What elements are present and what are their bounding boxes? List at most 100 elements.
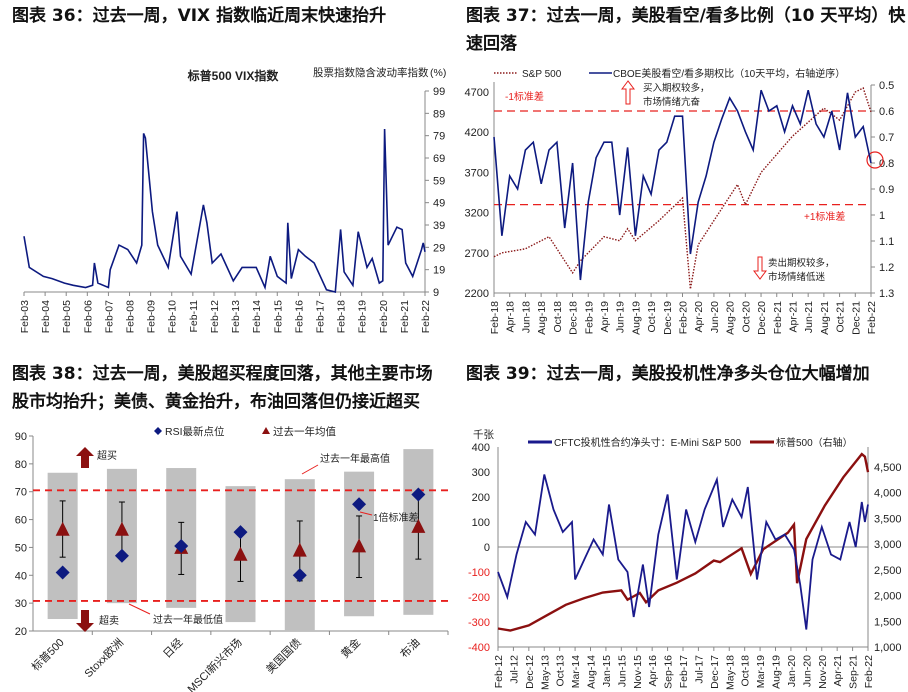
right-tick-label: 0.6 — [879, 106, 894, 118]
rsi-latest-marker — [174, 539, 189, 554]
x-tick-label: Jan-20 — [786, 655, 798, 687]
left-tick-label: -100 — [468, 567, 490, 579]
right-tick-label: 2,000 — [874, 591, 902, 603]
category-label: 日经 — [161, 636, 186, 661]
right-tick-label: 3,500 — [874, 513, 902, 525]
x-tick-label: Dec-20 — [756, 301, 768, 335]
x-tick-label: Feb-15 — [272, 300, 284, 333]
category-label: 黄金 — [338, 635, 363, 660]
right-tick-label: 1.2 — [879, 262, 894, 274]
x-tick-label: Oct-21 — [835, 301, 847, 333]
left-tick-label: 4200 — [465, 127, 489, 139]
x-tick-label: Apr-20 — [693, 301, 705, 333]
annotation-down-1: 卖出期权较多， — [768, 257, 835, 269]
x-tick-label: Dec-18 — [568, 301, 580, 335]
x-tick-label: Apr-18 — [505, 301, 517, 333]
legend-putcall-label: CBOE美股看空/看多期权比（10天平均，右轴逆序） — [613, 67, 845, 80]
overbought-label: 超买 — [97, 449, 117, 462]
x-tick-label: Aug-14 — [586, 655, 598, 689]
y-tick-label: 99 — [433, 86, 445, 98]
year-mean-marker — [233, 546, 248, 561]
x-tick-label: Feb-07 — [103, 300, 115, 333]
chart36-y-label: 股票指数隐含波动率指数 — [313, 66, 429, 79]
y-tick-label: 69 — [433, 153, 445, 165]
year-max-pointer — [301, 464, 319, 475]
left-tick-label: -300 — [468, 617, 490, 629]
x-tick-label: Feb-04 — [40, 300, 52, 333]
rsi-latest-marker — [233, 525, 248, 540]
x-tick-label: Oct-18 — [740, 655, 752, 687]
y-tick-label: 59 — [433, 175, 445, 187]
x-tick-label: Aug-18 — [536, 301, 548, 335]
x-tick-label: Feb-17 — [314, 300, 326, 333]
x-tick-label: Feb-09 — [146, 300, 158, 333]
legend-mean-swatch — [262, 427, 270, 434]
y-tick-label: 30 — [15, 598, 27, 610]
right-tick-label: 4,000 — [874, 488, 902, 500]
y-tick-label: 60 — [15, 515, 27, 527]
x-tick-label: Oct-18 — [552, 301, 564, 333]
x-tick-label: Jun-15 — [616, 655, 628, 687]
year-mean-marker — [55, 521, 70, 536]
x-tick-label: Feb-18 — [336, 300, 348, 333]
x-tick-label: May-18 — [724, 655, 736, 690]
legend-sp500-label: S&P 500 — [522, 69, 562, 80]
annotation-up-2: 市场情绪亢奋 — [643, 96, 701, 108]
category-label: Stoxx欧洲 — [82, 636, 126, 680]
x-tick-label: Jun-19 — [615, 301, 627, 333]
x-tick-label: Feb-03 — [19, 300, 31, 333]
y-tick-label: 80 — [15, 459, 27, 471]
x-tick-label: Dec-19 — [662, 301, 674, 335]
chart39-title: 图表 39：过去一周，美股投机性净多头仓位大幅增加 — [466, 364, 870, 384]
rsi-latest-marker — [292, 568, 307, 583]
overbought-arrow-icon — [76, 447, 94, 468]
down-arrow-icon — [753, 256, 767, 280]
sp500-line — [493, 87, 872, 290]
x-tick-label: Jun-20 — [801, 655, 813, 687]
year-mean-marker — [352, 538, 367, 553]
rsi-latest-marker — [352, 497, 367, 512]
x-tick-label: Feb-17 — [678, 655, 690, 688]
annotation-down-2: 市场情绪低迷 — [768, 271, 826, 283]
x-tick-label: Feb-10 — [167, 300, 179, 333]
x-tick-label: Dec-17 — [709, 655, 721, 689]
left-tick-label: 2200 — [465, 288, 489, 300]
y-tick-label: 29 — [433, 242, 445, 254]
x-tick-label: Sep-21 — [848, 655, 860, 689]
x-tick-label: Feb-21 — [772, 301, 784, 334]
sp500-line — [497, 452, 870, 632]
left-tick-label: 3700 — [465, 167, 489, 179]
x-tick-label: Jul-17 — [693, 655, 705, 684]
plus1sd-label: +1标准差 — [804, 210, 845, 223]
x-tick-label: Apr-21 — [787, 301, 799, 333]
x-tick-label: Oct-19 — [646, 301, 658, 333]
x-tick-label: Feb-12 — [493, 655, 505, 688]
x-tick-label: Aug-21 — [819, 301, 831, 335]
category-label: 美国国债 — [263, 635, 304, 676]
x-tick-label: Feb-05 — [61, 300, 73, 333]
right-tick-label: 4,500 — [874, 462, 902, 474]
year-max-label: 过去一年最高值 — [320, 452, 390, 465]
chart38-title-line2: 股市均抬升；美债、黄金抬升，布油回落但仍接近超买 — [12, 392, 420, 412]
rsi-latest-marker — [114, 548, 129, 563]
x-tick-label: Feb-06 — [82, 300, 94, 333]
year-mean-marker — [411, 518, 426, 533]
right-tick-label: 0.5 — [879, 80, 894, 92]
x-tick-label: Apr-21 — [832, 655, 844, 687]
chart36-plot-title: 标普500 VIX指数 — [187, 68, 280, 83]
left-tick-label: 100 — [472, 517, 490, 529]
x-tick-label: Jun-21 — [803, 301, 815, 333]
vix-line — [23, 128, 426, 294]
x-tick-label: Feb-14 — [251, 300, 263, 333]
x-tick-label: Feb-20 — [678, 301, 690, 334]
right-tick-label: 1.3 — [879, 288, 894, 300]
right-tick-label: 1,000 — [874, 642, 902, 654]
left-tick-label: 300 — [472, 467, 490, 479]
x-tick-label: Jun-18 — [520, 301, 532, 333]
right-tick-label: 1 — [879, 210, 885, 222]
y-tick-label: 49 — [433, 198, 445, 210]
y-tick-label: 9 — [433, 287, 439, 299]
rsi-latest-marker — [55, 565, 70, 580]
x-tick-label: Aug-19 — [630, 301, 642, 335]
